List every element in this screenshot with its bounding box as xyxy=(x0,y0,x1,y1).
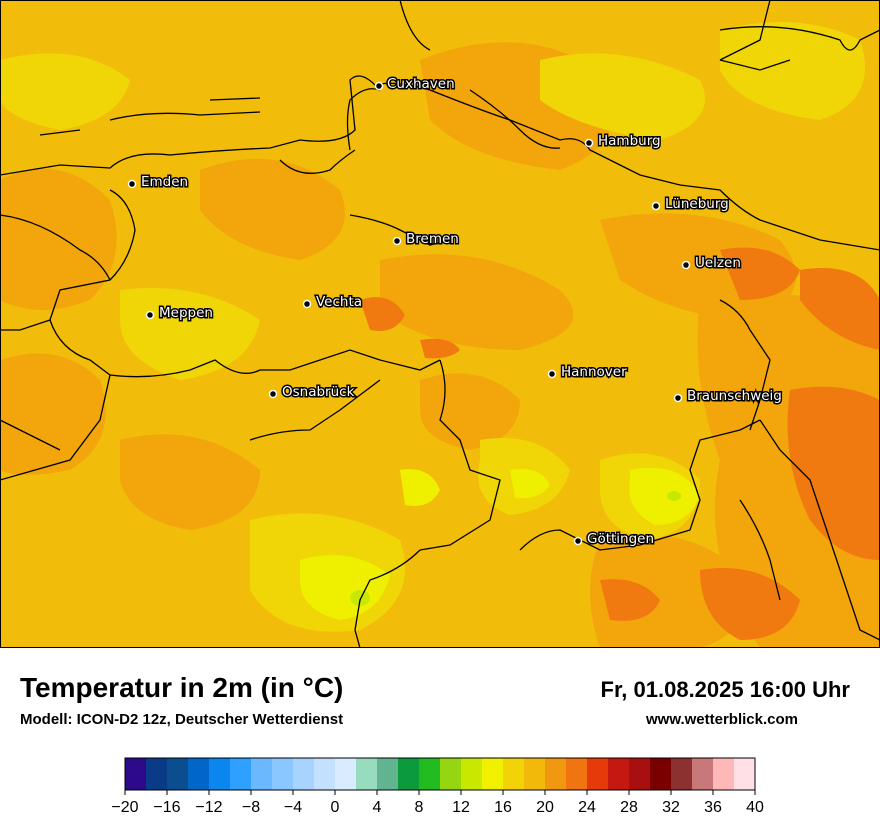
city-label-emden: Emden xyxy=(141,174,188,190)
legend-tick-label: 24 xyxy=(578,799,596,816)
legend-swatch xyxy=(209,758,231,790)
legend-swatches xyxy=(124,757,756,791)
legend-swatch xyxy=(608,758,630,790)
city-lueneburg: Lüneburg xyxy=(651,195,730,214)
legend-swatch xyxy=(524,758,546,790)
city-hannover: Hannover xyxy=(547,363,629,382)
legend-swatch xyxy=(230,758,252,790)
city-emden: Emden xyxy=(127,173,190,192)
legend-swatch xyxy=(419,758,441,790)
legend-swatch xyxy=(146,758,168,790)
city-label-meppen: Meppen xyxy=(159,305,213,321)
legend-tick-label: −20 xyxy=(111,799,138,816)
legend-swatch xyxy=(461,758,483,790)
legend-swatch xyxy=(251,758,273,790)
city-meppen: Meppen xyxy=(145,304,214,323)
legend-swatch xyxy=(503,758,525,790)
legend-ticks: −20 −16 −12 −8 −4 0 4 8 12 16 20 24 28 32 36 40 xyxy=(111,790,764,816)
legend-tick-label: 40 xyxy=(746,799,764,816)
legend-swatch xyxy=(188,758,210,790)
legend-swatch xyxy=(545,758,567,790)
city-osnabrueck: Osnabrück xyxy=(268,383,356,402)
city-label-bremen: Bremen xyxy=(406,231,459,247)
legend-frame xyxy=(124,757,756,791)
legend-swatch xyxy=(629,758,651,790)
legend-tick-label: 32 xyxy=(662,799,680,816)
legend-tick-label: 0 xyxy=(331,799,340,816)
city-cuxhaven: Cuxhaven xyxy=(374,75,456,94)
legend-tick-label: −4 xyxy=(284,799,302,816)
legend-swatch xyxy=(566,758,588,790)
legend-swatch xyxy=(398,758,420,790)
legend-swatch xyxy=(377,758,399,790)
city-uelzen: Uelzen xyxy=(681,254,742,273)
legend-tick-label: 28 xyxy=(620,799,638,816)
legend-swatch xyxy=(356,758,378,790)
legend-tick-label: 8 xyxy=(415,799,424,816)
city-goettingen: Göttingen xyxy=(573,530,656,549)
legend-tick-label: −8 xyxy=(242,799,260,816)
legend-swatch xyxy=(293,758,315,790)
green-spot xyxy=(350,491,681,606)
legend-swatch xyxy=(671,758,693,790)
city-label-vechta: Vechta xyxy=(316,294,362,310)
coastlines-and-borders xyxy=(0,0,880,648)
legend-swatch xyxy=(692,758,714,790)
city-label-osnabrueck: Osnabrück xyxy=(282,384,355,400)
city-hamburg: Hamburg xyxy=(584,132,662,151)
city-label-braunschweig: Braunschweig xyxy=(687,388,782,404)
legend-tick-label: −12 xyxy=(195,799,222,816)
legend-tick-label: −16 xyxy=(153,799,180,816)
legend-swatch xyxy=(314,758,336,790)
legend-swatch xyxy=(650,758,672,790)
city-label-goettingen: Göttingen xyxy=(587,531,654,547)
city-label-lueneburg: Lüneburg xyxy=(665,196,729,212)
legend-swatch xyxy=(440,758,462,790)
legend-swatch xyxy=(167,758,189,790)
legend-swatch xyxy=(734,758,756,790)
city-label-hannover: Hannover xyxy=(561,364,627,380)
city-label-cuxhaven: Cuxhaven xyxy=(387,76,455,92)
legend-tick-label: 36 xyxy=(704,799,722,816)
model-info: Modell: ICON-D2 12z, Deutscher Wetterdie… xyxy=(20,711,344,728)
forecast-datetime: Fr, 01.08.2025 16:00 Uhr xyxy=(600,677,851,702)
map-title: Temperatur in 2m (in °C) xyxy=(20,672,344,703)
legend-swatch xyxy=(713,758,735,790)
legend-tick-label: 20 xyxy=(536,799,554,816)
city-vechta: Vechta xyxy=(302,293,364,312)
color-legend: −20 −16 −12 −8 −4 0 4 8 12 16 20 24 28 32 36 40 xyxy=(111,757,764,816)
hot-areas xyxy=(360,247,880,640)
temperature-map: Cuxhaven Hamburg Emden Lüneburg Bremen U… xyxy=(0,0,880,648)
legend-tick-label: 12 xyxy=(452,799,470,816)
legend-swatch xyxy=(482,758,504,790)
city-label-hamburg: Hamburg xyxy=(598,133,661,149)
website-link[interactable]: www.wetterblick.com xyxy=(646,711,798,728)
coolest-areas xyxy=(300,467,700,620)
city-braunschweig: Braunschweig xyxy=(673,387,783,406)
legend-swatch xyxy=(335,758,357,790)
legend-swatch xyxy=(272,758,294,790)
legend-swatch xyxy=(587,758,609,790)
legend-swatch xyxy=(125,758,147,790)
legend-tick-label: 4 xyxy=(373,799,382,816)
city-label-uelzen: Uelzen xyxy=(695,255,741,271)
city-bremen: Bremen xyxy=(392,230,460,249)
legend-tick-label: 16 xyxy=(494,799,512,816)
